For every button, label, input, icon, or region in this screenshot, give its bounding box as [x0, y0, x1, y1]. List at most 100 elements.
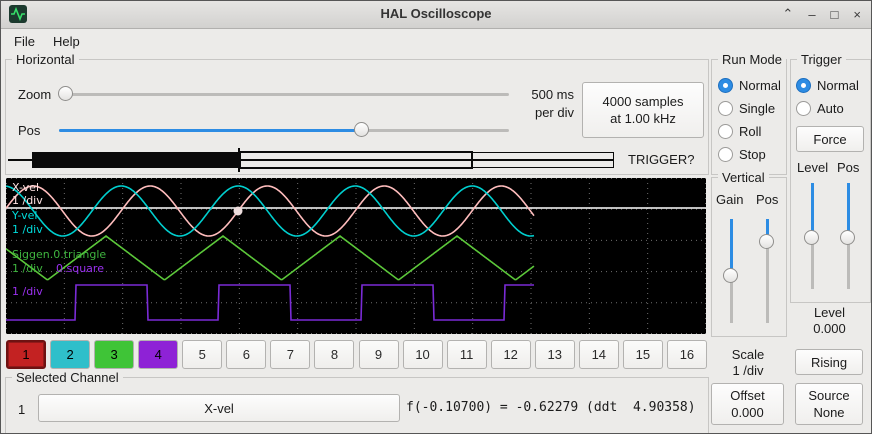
run-mode-option-label: Normal — [739, 78, 781, 93]
channel-button-2[interactable]: 2 — [50, 340, 91, 369]
radio-icon — [718, 147, 733, 162]
scope-label-1-div: 1 /div — [12, 262, 43, 275]
timeline-elapsed — [32, 152, 239, 168]
channel-button-7[interactable]: 7 — [270, 340, 311, 369]
channel-value-readout: f(-0.10700) = -0.62279 (ddt 4.90358) — [406, 400, 696, 415]
trigger-option-auto[interactable]: Auto — [796, 97, 859, 120]
trigger-question-label: TRIGGER? — [628, 152, 695, 167]
selected-channel-number: 1 — [18, 402, 26, 417]
radio-icon — [796, 78, 811, 93]
radio-icon — [718, 78, 733, 93]
run-mode-title: Run Mode — [718, 52, 786, 67]
channel-button-15[interactable]: 15 — [622, 340, 663, 369]
scope-display[interactable]: X-vel 1 /div Y-vel 1 /div Siggen.0.triangle 1… — [6, 178, 706, 334]
pos-label: Pos — [18, 123, 41, 138]
run-mode-option-normal[interactable]: Normal — [718, 74, 781, 97]
run-mode-option-single[interactable]: Single — [718, 97, 781, 120]
scope-label-siggen-0-triangle: Siggen.0.triangle — [12, 248, 107, 261]
channel-button-14[interactable]: 14 — [578, 340, 619, 369]
rate-line2: per div — [534, 105, 574, 120]
window-controls: ⌃ – □ × — [782, 1, 861, 27]
trigger-option-normal[interactable]: Normal — [796, 74, 859, 97]
trigger-pos-slider[interactable] — [839, 176, 857, 296]
selected-channel-name: X-vel — [204, 400, 234, 416]
run-mode-option-label: Stop — [739, 147, 766, 162]
samples-button[interactable]: 4000 samples at 1.00 kHz — [582, 82, 704, 138]
vertical-group: Vertical Gain Pos — [711, 170, 787, 337]
zoom-slider-track — [59, 93, 509, 96]
channel-button-9[interactable]: 9 — [358, 340, 399, 369]
vertical-pos-track — [766, 219, 769, 323]
trigger-source-button[interactable]: Source None — [795, 383, 863, 425]
trigger-position-bar[interactable] — [8, 148, 614, 172]
menu-help[interactable]: Help — [52, 34, 80, 49]
channel-button-16[interactable]: 16 — [666, 340, 707, 369]
selected-channel-name-button[interactable]: X-vel — [38, 394, 400, 422]
trace-x-vel — [6, 185, 535, 237]
channel-button-11[interactable]: 11 — [446, 340, 487, 369]
menu-file[interactable]: File — [14, 34, 35, 49]
close-button[interactable]: × — [853, 6, 861, 22]
channel-button-6[interactable]: 6 — [226, 340, 267, 369]
offset-line1: Offset — [730, 388, 765, 403]
window-title: HAL Oscilloscope — [380, 6, 492, 21]
scope-label-x-vel: X-vel — [12, 181, 39, 194]
pos-slider-knob[interactable] — [354, 122, 369, 137]
scale-readout-label: Scale — [731, 347, 765, 362]
scope-label-0-square: 0.square — [56, 262, 104, 275]
trigger-level-fill — [811, 183, 814, 238]
trace-siggen-0-square — [6, 284, 534, 321]
trace-siggen-0-triangle — [6, 234, 535, 281]
zoom-label: Zoom — [18, 87, 52, 102]
samples-line2: at 1.00 kHz — [610, 111, 676, 126]
app-icon — [9, 5, 27, 23]
run-mode-option-roll[interactable]: Roll — [718, 120, 781, 143]
trigger-point-marker[interactable] — [233, 206, 243, 216]
channel-button-8[interactable]: 8 — [314, 340, 355, 369]
horizontal-pos-slider[interactable] — [52, 121, 516, 139]
trigger-title: Trigger — [797, 52, 846, 67]
shade-button[interactable]: ⌃ — [782, 6, 794, 21]
offset-button[interactable]: Offset 0.000 — [711, 383, 784, 425]
channel-button-10[interactable]: 10 — [402, 340, 443, 369]
trigger-level-readout-value: 0.000 — [813, 321, 846, 336]
channel-button-4[interactable]: 4 — [138, 340, 179, 369]
horizontal-group-title: Horizontal — [12, 52, 79, 67]
timeline-baseline — [8, 159, 614, 161]
trigger-level-slider[interactable] — [803, 176, 821, 296]
channel-button-12[interactable]: 12 — [490, 340, 531, 369]
samples-line1: 4000 samples — [602, 94, 684, 109]
run-mode-option-stop[interactable]: Stop — [718, 143, 781, 166]
gain-slider-knob[interactable] — [723, 268, 738, 283]
minimize-button[interactable]: – — [808, 6, 816, 22]
gain-slider-label: Gain — [716, 192, 744, 207]
trigger-level-readout-label: Level — [813, 305, 846, 320]
vertical-pos-slider[interactable] — [758, 212, 776, 330]
trigger-level-knob[interactable] — [804, 230, 819, 245]
trigger-pos-slider-label: Pos — [837, 160, 860, 175]
maximize-button[interactable]: □ — [830, 6, 839, 22]
vertical-pos-fill — [766, 219, 769, 242]
trigger-edge-button[interactable]: Rising — [795, 349, 863, 375]
channel-button-13[interactable]: 13 — [534, 340, 575, 369]
run-mode-options: Normal Single Roll Stop — [718, 74, 781, 166]
channel-button-5[interactable]: 5 — [182, 340, 223, 369]
channel-button-row: 1 2 3 4 5 6 7 8 9 10 11 12 13 14 15 16 — [6, 340, 707, 369]
channel-button-3[interactable]: 3 — [94, 340, 135, 369]
gain-slider[interactable] — [722, 212, 740, 330]
run-mode-group: Run Mode Normal Single Roll Stop — [711, 52, 787, 175]
scale-readout-value: 1 /div — [732, 363, 764, 378]
vertical-pos-knob[interactable] — [759, 234, 774, 249]
scope-canvas — [6, 178, 706, 334]
trigger-option-label: Normal — [817, 78, 859, 93]
channel-button-1[interactable]: 1 — [6, 340, 46, 369]
trigger-source-line1: Source — [808, 388, 850, 403]
trigger-pos-knob[interactable] — [840, 230, 855, 245]
offset-line2: 0.000 — [731, 405, 764, 420]
force-button[interactable]: Force — [796, 126, 864, 152]
zoom-slider-knob[interactable] — [58, 86, 73, 101]
zoom-slider[interactable] — [52, 85, 516, 103]
titlebar[interactable]: HAL Oscilloscope ⌃ – □ × — [1, 1, 871, 29]
pos-slider-fill — [59, 129, 362, 132]
